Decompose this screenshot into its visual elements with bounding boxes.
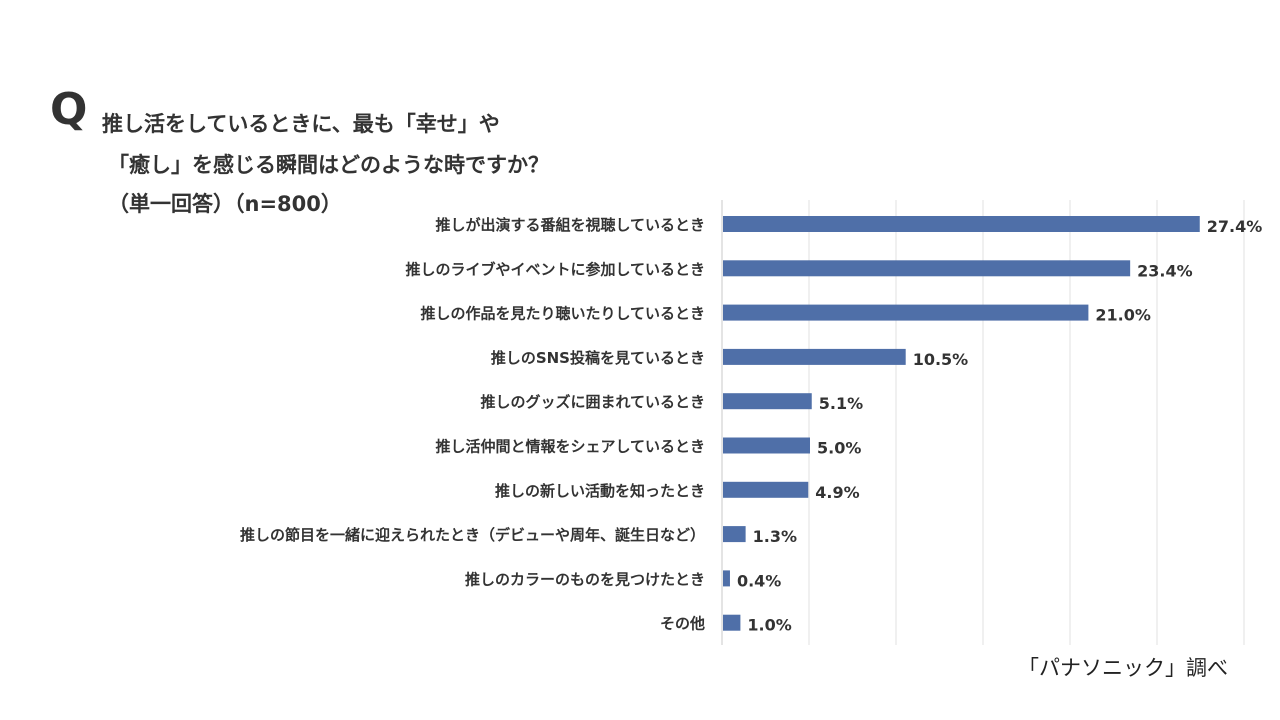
category-label: 推しのライブやイベントに参加しているとき: [405, 260, 705, 278]
category-label: 推しの新しい活動を知ったとき: [495, 482, 705, 500]
category-label: その他: [660, 615, 705, 633]
category-label: 推し活仲間と情報をシェアしているとき: [435, 438, 705, 456]
data-label: 21.0%: [1095, 306, 1151, 325]
bar: [723, 570, 730, 587]
title-line-1: 推し活をしているときに、最も「幸せ」や: [102, 112, 500, 136]
category-label: 推しのカラーのものを見つけたとき: [465, 570, 705, 588]
data-label: 27.4%: [1207, 217, 1263, 236]
category-label: 推しの作品を見たり聴いたりしているとき: [420, 305, 705, 323]
bar: [723, 260, 1131, 277]
data-label: 5.0%: [817, 439, 861, 458]
bar: [723, 526, 746, 543]
data-label: 0.4%: [737, 571, 781, 590]
category-label: 推しのSNS投稿を見ているとき: [491, 349, 705, 367]
category-label: 推しのグッズに囲まれているとき: [480, 393, 705, 411]
bar: [723, 348, 906, 365]
data-label: 1.3%: [753, 527, 797, 546]
data-label: 10.5%: [913, 350, 969, 369]
bar: [723, 437, 810, 454]
data-label: 23.4%: [1137, 261, 1193, 280]
category-label: 推しが出演する番組を視聴しているとき: [435, 216, 705, 234]
bar: [723, 481, 809, 498]
bar: [723, 393, 812, 410]
data-label: 5.1%: [819, 394, 863, 413]
data-label: 1.0%: [747, 616, 791, 635]
bar: [723, 304, 1089, 321]
data-label: 4.9%: [815, 483, 859, 502]
bar: [723, 614, 741, 631]
category-label: 推しの節目を一緒に迎えられたとき（デビューや周年、誕生日など）: [240, 526, 705, 544]
bar: [723, 216, 1200, 232]
question-mark: Q: [50, 84, 88, 135]
title-line-2: 「癒し」を感じる瞬間はどのような時ですか？: [108, 153, 549, 177]
title-line-3: （単一回答）（n=800）: [108, 192, 342, 216]
source-note: 「パナソニック」調べ: [1018, 656, 1228, 680]
